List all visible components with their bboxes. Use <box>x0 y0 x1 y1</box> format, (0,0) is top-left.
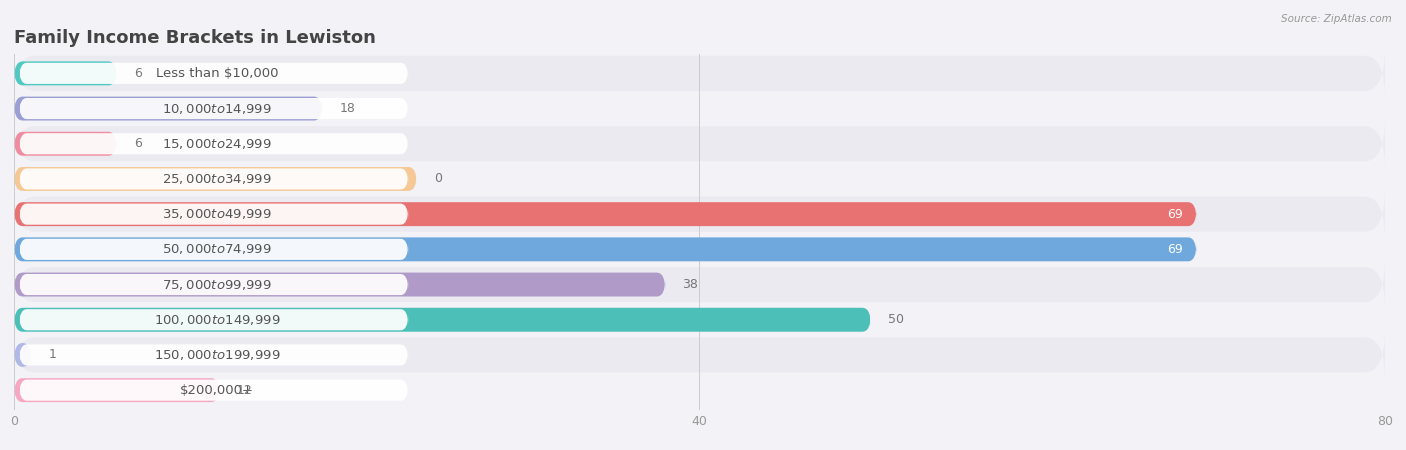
FancyBboxPatch shape <box>14 61 117 86</box>
FancyBboxPatch shape <box>14 273 665 297</box>
FancyBboxPatch shape <box>20 98 408 119</box>
Text: $100,000 to $149,999: $100,000 to $149,999 <box>153 313 280 327</box>
Text: Less than $10,000: Less than $10,000 <box>156 67 278 80</box>
Text: 50: 50 <box>889 313 904 326</box>
FancyBboxPatch shape <box>14 308 870 332</box>
Text: $15,000 to $24,999: $15,000 to $24,999 <box>162 137 271 151</box>
FancyBboxPatch shape <box>20 274 408 295</box>
Text: $25,000 to $34,999: $25,000 to $34,999 <box>162 172 271 186</box>
Text: 12: 12 <box>236 384 253 396</box>
FancyBboxPatch shape <box>14 119 1385 168</box>
Text: $35,000 to $49,999: $35,000 to $49,999 <box>162 207 271 221</box>
Text: 6: 6 <box>134 137 142 150</box>
FancyBboxPatch shape <box>14 378 219 402</box>
FancyBboxPatch shape <box>14 154 1385 203</box>
Text: $75,000 to $99,999: $75,000 to $99,999 <box>162 278 271 292</box>
FancyBboxPatch shape <box>14 238 1197 261</box>
Text: 69: 69 <box>1167 243 1182 256</box>
Text: 1: 1 <box>48 348 56 361</box>
FancyBboxPatch shape <box>20 380 408 400</box>
FancyBboxPatch shape <box>20 203 408 225</box>
Text: 38: 38 <box>682 278 699 291</box>
FancyBboxPatch shape <box>14 330 1385 380</box>
FancyBboxPatch shape <box>14 167 416 191</box>
FancyBboxPatch shape <box>14 132 117 156</box>
Text: 69: 69 <box>1167 207 1182 220</box>
FancyBboxPatch shape <box>14 97 322 121</box>
FancyBboxPatch shape <box>14 343 31 367</box>
FancyBboxPatch shape <box>20 309 408 330</box>
FancyBboxPatch shape <box>14 189 1385 239</box>
FancyBboxPatch shape <box>20 63 408 84</box>
Text: Source: ZipAtlas.com: Source: ZipAtlas.com <box>1281 14 1392 23</box>
FancyBboxPatch shape <box>20 133 408 154</box>
FancyBboxPatch shape <box>14 84 1385 133</box>
Text: $10,000 to $14,999: $10,000 to $14,999 <box>162 102 271 116</box>
Text: $150,000 to $199,999: $150,000 to $199,999 <box>153 348 280 362</box>
FancyBboxPatch shape <box>20 168 408 189</box>
FancyBboxPatch shape <box>14 365 1385 415</box>
FancyBboxPatch shape <box>20 344 408 365</box>
Text: $50,000 to $74,999: $50,000 to $74,999 <box>162 243 271 256</box>
FancyBboxPatch shape <box>14 260 1385 309</box>
Text: 0: 0 <box>434 172 441 185</box>
FancyBboxPatch shape <box>14 202 1197 226</box>
FancyBboxPatch shape <box>14 295 1385 344</box>
Text: $200,000+: $200,000+ <box>180 384 254 396</box>
FancyBboxPatch shape <box>20 239 408 260</box>
Text: 6: 6 <box>134 67 142 80</box>
FancyBboxPatch shape <box>14 49 1385 98</box>
Text: Family Income Brackets in Lewiston: Family Income Brackets in Lewiston <box>14 29 375 47</box>
Text: 18: 18 <box>340 102 356 115</box>
FancyBboxPatch shape <box>14 225 1385 274</box>
